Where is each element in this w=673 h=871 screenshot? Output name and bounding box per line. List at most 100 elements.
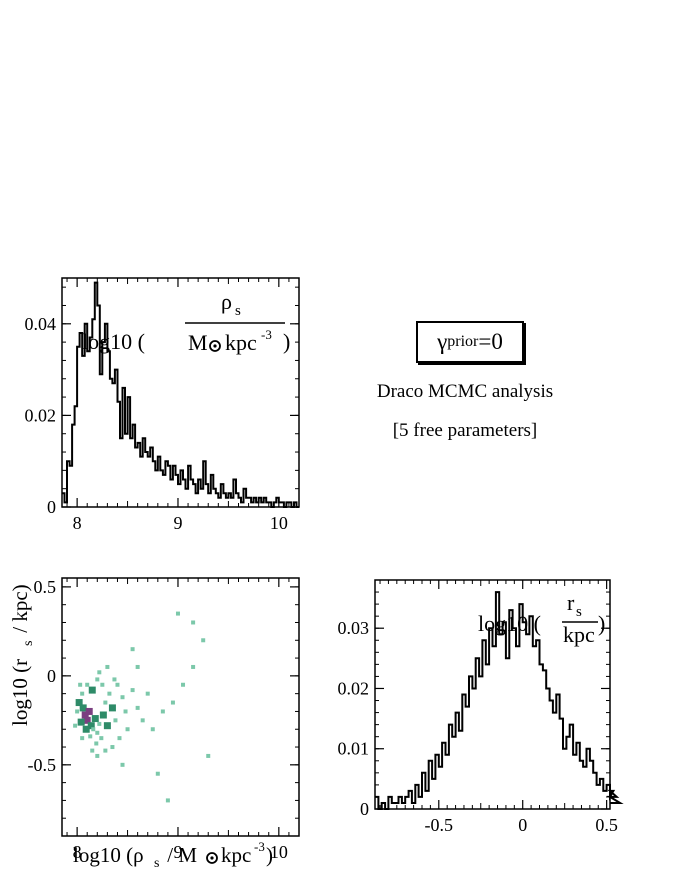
- sun-symbol-icon: [209, 340, 221, 352]
- rho-histogram-frame: [61, 277, 300, 508]
- gamma-symbol: γ: [437, 329, 448, 354]
- joint-density-point: [88, 734, 93, 739]
- rs-xtick-label: 0.5: [595, 815, 618, 835]
- rs-title-denominator: kpc: [563, 622, 595, 647]
- rs-title-numerator-sub: s: [576, 604, 582, 620]
- joint-density-point: [91, 715, 99, 723]
- joint-ylabel-sub: s: [21, 641, 36, 646]
- joint-ylabel: log10 (r s / kpc): [8, 584, 36, 726]
- joint-density-point: [97, 721, 102, 726]
- rs-xtick-label: 0: [518, 815, 527, 835]
- joint-density-point: [175, 611, 180, 616]
- gamma-prior-label: γ prior =0: [416, 321, 524, 363]
- rs-histogram-panel: -0.5 0 0.5 0 0.01 0.02 0.03 log10 ( r s kpc ): [338, 579, 624, 835]
- joint-density-point: [135, 705, 140, 710]
- joint-density-point: [90, 748, 95, 753]
- joint-density-point: [87, 722, 95, 730]
- rs-title-suffix: ): [598, 611, 605, 636]
- joint-density-point: [181, 682, 186, 687]
- rho-title-denominator-exp: -3: [261, 327, 272, 342]
- joint-density-point: [82, 725, 90, 733]
- joint-density-point: [88, 686, 96, 694]
- joint-density-point: [170, 700, 175, 705]
- rs-ytick-label: 0: [360, 799, 369, 819]
- joint-ytick-label: 0: [47, 666, 56, 686]
- rs-ytick-label: 0.03: [338, 618, 370, 638]
- rho-title-prefix: log10 (: [82, 329, 145, 354]
- joint-density-point: [160, 709, 165, 714]
- rs-title-prefix: log10 (: [478, 611, 541, 636]
- rho-title-suffix: ): [283, 329, 290, 354]
- joint-density-point: [99, 711, 107, 719]
- rs-histogram-line: [375, 591, 624, 810]
- joint-density-point: [91, 727, 96, 732]
- joint-density-point: [77, 718, 85, 726]
- joint-density-point: [112, 677, 117, 682]
- rho-title-numerator: ρ: [221, 289, 232, 314]
- rho-xtick-label: 8: [73, 513, 82, 533]
- joint-xlabel-prefix: log10 (ρ: [73, 843, 144, 867]
- rho-ytick-label: 0.02: [25, 405, 57, 425]
- joint-density-point: [80, 691, 85, 696]
- joint-density-point: [125, 727, 130, 732]
- joint-density-point: [103, 748, 108, 753]
- joint-xlabel-unit: kpc: [221, 843, 251, 867]
- joint-density-point: [201, 638, 206, 643]
- rho-title-denominator: M: [188, 330, 208, 355]
- joint-density-panel: 8 9 10 -0.5 0 0.5 log10 (ρ s / M kpc -3 ) log…: [8, 577, 300, 871]
- joint-density-point: [103, 722, 111, 730]
- rho-histogram-line: [62, 281, 299, 508]
- rho-xtick-label: 9: [173, 513, 182, 533]
- joint-density-point: [95, 677, 100, 682]
- sun-symbol-icon: [206, 852, 218, 864]
- gamma-prior-value: =0: [478, 329, 503, 354]
- joint-density-point: [75, 709, 80, 714]
- caption-line-1: Draco MCMC analysis: [376, 381, 554, 402]
- joint-density-point: [95, 753, 100, 758]
- joint-density-point: [100, 682, 105, 687]
- joint-density-point: [140, 718, 145, 723]
- joint-density-point: [73, 723, 78, 728]
- rs-histogram-frame: [374, 579, 611, 810]
- joint-density-point: [123, 709, 128, 714]
- joint-density-point: [191, 620, 196, 625]
- rs-xtick-label: -0.5: [425, 815, 454, 835]
- joint-xtick-label: 9: [173, 842, 182, 862]
- joint-density-point: [95, 730, 100, 735]
- joint-density-point: [191, 664, 196, 669]
- joint-ylabel-prefix: log10 (r: [8, 659, 32, 726]
- joint-ytick-label: 0.5: [34, 577, 57, 597]
- joint-xtick-label: 8: [73, 842, 82, 862]
- joint-density-point: [113, 718, 118, 723]
- joint-xlabel-suffix: ): [266, 843, 273, 867]
- rho-title-denominator-unit: kpc: [225, 330, 257, 355]
- joint-density-point: [108, 704, 116, 712]
- joint-density-point: [206, 753, 211, 758]
- rs-ytick-label: 0.01: [338, 739, 370, 759]
- rs-title-numerator: r: [567, 590, 575, 615]
- joint-xlabel-sub: s: [154, 856, 159, 871]
- joint-density-point: [145, 691, 150, 696]
- joint-xlabel-mid: / M: [162, 843, 197, 867]
- joint-ytick-label: -0.5: [28, 755, 57, 775]
- joint-density-point: [135, 664, 140, 669]
- joint-density-point: [120, 695, 125, 700]
- rho-ytick-label: 0.04: [25, 314, 57, 334]
- joint-density-point: [75, 699, 83, 707]
- joint-density-point: [117, 736, 122, 741]
- joint-density-point: [105, 664, 110, 669]
- rho-ytick-label: 0: [47, 497, 56, 517]
- joint-density-point: [85, 707, 93, 715]
- joint-density-point: [165, 798, 170, 803]
- rho-xtick-label: 10: [270, 513, 288, 533]
- joint-density-point: [150, 727, 155, 732]
- caption-line-2: [5 free parameters]: [392, 420, 538, 441]
- joint-density-point: [78, 682, 83, 687]
- joint-density-point: [107, 691, 112, 696]
- joint-xlabel-exp: -3: [254, 839, 265, 854]
- rho-title-numerator-sub: s: [235, 303, 241, 319]
- joint-density-point: [97, 670, 102, 675]
- gamma-prior-sub: prior: [447, 333, 479, 350]
- joint-density-point: [130, 647, 135, 652]
